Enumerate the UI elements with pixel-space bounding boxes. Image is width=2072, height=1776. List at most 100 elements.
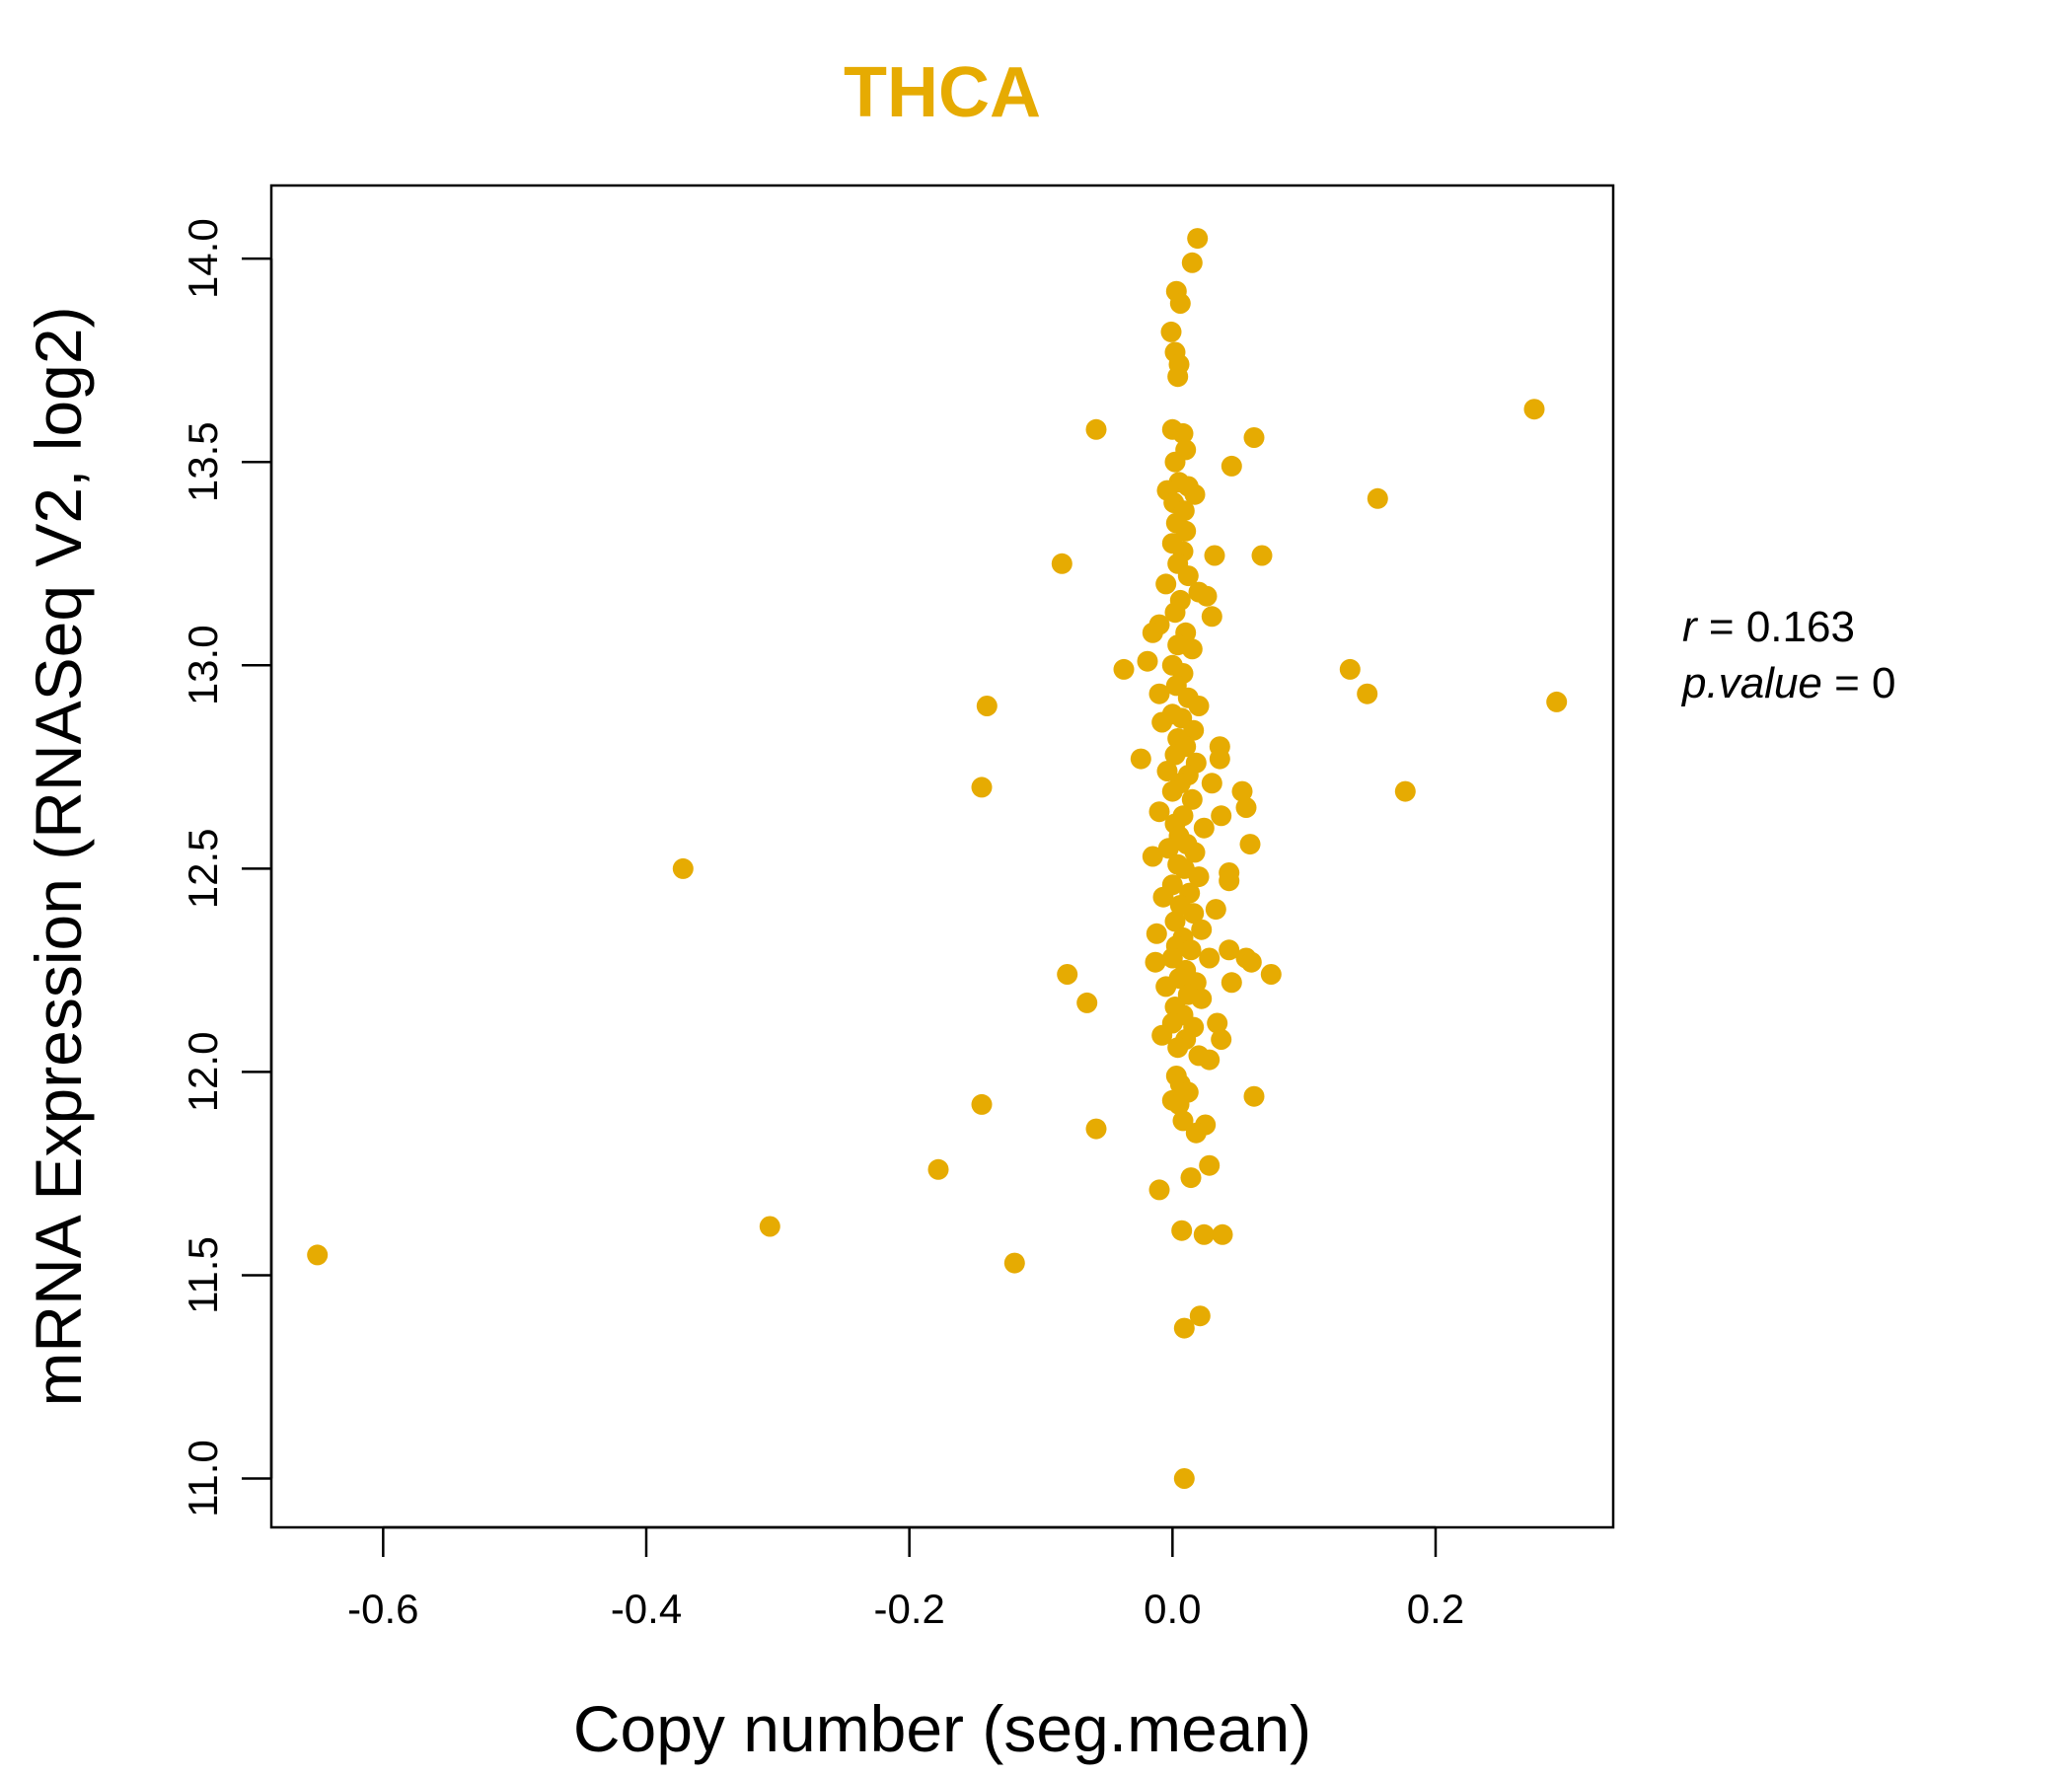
data-point (1130, 748, 1151, 770)
x-tick-label: 0.2 (1407, 1586, 1464, 1632)
data-point (1177, 565, 1199, 587)
data-point (1260, 964, 1282, 985)
data-point (1191, 988, 1213, 1009)
data-point (1172, 422, 1194, 444)
data-point (1167, 1037, 1189, 1059)
data-point (1180, 939, 1202, 961)
data-point (1235, 797, 1257, 818)
r-value: 0.163 (1746, 603, 1855, 651)
data-point (759, 1216, 780, 1237)
data-point (1137, 650, 1158, 672)
data-point (1151, 711, 1173, 733)
data-point (1523, 399, 1545, 420)
y-tick-label: 13.5 (180, 421, 226, 502)
data-point (1201, 606, 1222, 628)
p-value: 0 (1872, 659, 1895, 707)
data-point (1196, 585, 1218, 607)
data-point (1148, 801, 1170, 823)
data-point (1167, 366, 1189, 388)
correlation-annotation: r = 0.163 p.value = 0 (1680, 603, 1896, 707)
data-point (971, 1093, 993, 1115)
data-point (1205, 899, 1226, 921)
x-tick-label: -0.4 (611, 1586, 682, 1632)
data-point (1180, 1167, 1202, 1189)
r-equals: = (1697, 603, 1746, 651)
data-point (1240, 951, 1262, 973)
data-point (1146, 923, 1167, 944)
data-point (1546, 691, 1568, 712)
data-point (1181, 638, 1203, 660)
data-point (1211, 805, 1232, 827)
data-point (1184, 483, 1206, 505)
data-point (1221, 972, 1242, 994)
data-point (1184, 842, 1206, 863)
data-point (1339, 658, 1361, 680)
r-label: r (1682, 603, 1699, 651)
data-point (1209, 748, 1230, 770)
data-point (1187, 228, 1209, 250)
y-tick-label: 11.5 (180, 1236, 226, 1314)
data-point (1156, 761, 1178, 781)
x-tick-label: -0.2 (873, 1586, 944, 1632)
x-axis: -0.6 -0.4 -0.2 0.0 0.2 (347, 1525, 1464, 1632)
data-point (1148, 683, 1170, 704)
data-point (1357, 683, 1378, 704)
data-point (1193, 817, 1215, 839)
data-point (1183, 719, 1205, 741)
data-point (1243, 1085, 1265, 1107)
data-point (1173, 1317, 1195, 1339)
data-point (1221, 455, 1242, 477)
data-point (1145, 951, 1166, 973)
data-point (1219, 870, 1240, 892)
data-point (1212, 1223, 1233, 1245)
data-point (927, 1158, 949, 1180)
data-point (1188, 696, 1210, 716)
y-tick-label: 14.0 (180, 218, 226, 299)
p-value-statistic: p.value = 0 (1680, 659, 1896, 707)
chart-title: THCA (844, 53, 1041, 132)
y-axis-label: mRNA Expression (RNASeq V2, log2) (22, 306, 95, 1406)
data-point (1148, 1179, 1170, 1201)
x-axis-label: Copy number (seg.mean) (573, 1692, 1311, 1765)
y-tick-label: 12.0 (180, 1032, 226, 1113)
data-point (971, 777, 993, 798)
data-point (976, 696, 998, 716)
p-value-label: p.value (1680, 659, 1822, 707)
data-point (1191, 919, 1213, 940)
data-point (1181, 252, 1203, 273)
data-point (1394, 780, 1416, 802)
data-point (1207, 1012, 1228, 1034)
data-point (1057, 964, 1078, 985)
p-equals: = (1822, 659, 1872, 707)
x-tick-label: -0.6 (347, 1586, 418, 1632)
data-point (1164, 911, 1186, 932)
data-point (1201, 773, 1222, 794)
data-point (1367, 487, 1388, 509)
plot-frame (269, 184, 1615, 1529)
data-point (1151, 1024, 1173, 1046)
data-point (1173, 1468, 1195, 1489)
data-point (1231, 780, 1253, 802)
data-point (1161, 947, 1183, 969)
data-point (1181, 788, 1203, 810)
data-point (1155, 573, 1177, 595)
data-point (1168, 1093, 1190, 1115)
y-tick-label: 12.5 (180, 828, 226, 909)
data-point (1161, 780, 1183, 802)
data-point (1172, 1110, 1194, 1132)
r-statistic: r = 0.163 (1682, 603, 1855, 651)
data-point (1164, 602, 1186, 624)
data-point (1204, 545, 1225, 566)
data-point (1164, 744, 1186, 766)
data-point (1076, 992, 1098, 1013)
data-point (1188, 866, 1210, 888)
data-point (1142, 846, 1163, 867)
data-point (1003, 1252, 1025, 1274)
data-point (1113, 658, 1135, 680)
data-point (1169, 293, 1191, 314)
data-point (1160, 321, 1182, 342)
data-point (1183, 903, 1205, 925)
data-point (1185, 1122, 1207, 1144)
data-point (1243, 427, 1265, 448)
data-point (1051, 553, 1073, 574)
